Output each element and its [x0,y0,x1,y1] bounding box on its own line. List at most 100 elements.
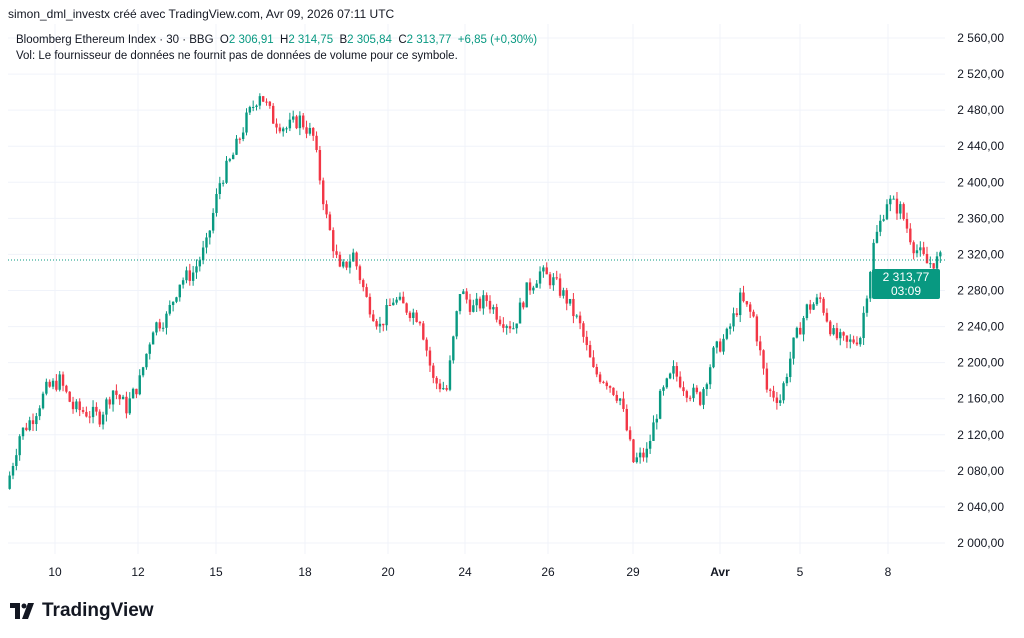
y-tick-label: 2 560,00 [957,31,1004,45]
candle-body [302,115,305,128]
candle-body [185,270,188,281]
candle-body [595,366,598,375]
candle-body [588,345,592,358]
candle-body [812,304,815,310]
candle-body [161,327,165,329]
candle-body [415,312,418,322]
candle-body [145,353,148,368]
candle-body [268,101,272,106]
close-label: C [398,34,407,46]
candle-body [869,272,872,299]
candle-body [255,105,258,107]
candle-body [815,297,819,305]
candle-body [915,250,919,254]
candle-body [91,406,95,418]
candle-body [492,307,495,310]
candle-body [575,315,578,317]
candle-body [568,298,572,304]
x-tick-label: 18 [298,565,312,579]
candle-body [795,327,799,338]
candle-body [121,396,125,400]
candle-body [528,282,532,291]
candle-body [742,292,745,302]
candle-body [622,398,625,409]
candle-body [235,138,238,155]
candle-body [602,381,605,383]
candle-body [75,401,78,410]
candle-body [638,452,642,458]
candle-body [565,290,568,304]
candle-body [555,277,558,279]
candle-body [332,230,335,252]
candle-body [312,127,315,136]
price-chart[interactable]: 2 560,00 2 520,00 2 480,00 2 440,00 2 400,00… [0,24,1024,594]
candle-body [135,388,138,395]
candle-body [485,295,488,301]
candle-body [505,326,508,328]
candle-body [201,247,205,261]
open-label: O [219,34,229,46]
candle-body [618,398,622,401]
candle-body [792,337,795,359]
candle-body [545,267,548,275]
candle-body [362,280,365,288]
candle-body [325,204,328,215]
candle-body [422,323,425,340]
candle-body [879,220,882,232]
candle-body [849,339,852,342]
y-tick-label: 2 520,00 [957,67,1004,81]
x-tick-label: 26 [541,565,555,579]
candle-body [472,305,475,312]
candle-body [508,326,512,329]
candle-body [475,298,478,306]
candle-body [105,399,108,415]
candle-body [298,115,302,129]
candle-body [265,101,268,103]
candle-body [452,336,455,361]
candle-body [408,312,412,318]
candle-body [725,328,729,339]
candle-body [178,284,181,298]
candle-body [372,314,375,322]
candle-body [382,323,385,326]
candle-body [572,298,575,317]
candle-body [241,132,245,139]
candle-body [542,267,545,272]
candle-body [71,401,75,410]
candle-body [278,127,282,132]
candle-body [158,322,161,329]
candle-body [488,300,492,310]
candle-body [919,247,922,251]
candle-body [752,311,755,317]
candle-body [445,388,448,390]
candle-body [718,341,722,352]
candle-body [175,297,178,302]
candle-body [81,410,85,412]
candle-body [352,252,355,262]
candle-body [612,387,615,395]
y-tick-label: 2 480,00 [957,103,1004,117]
y-tick-label: 2 240,00 [957,320,1004,334]
candle-body [355,252,358,267]
candle-body [862,312,865,339]
candle-body [368,296,372,315]
candle-body [715,341,719,348]
candle-body [682,387,685,392]
symbol-name: Bloomberg Ethereum Index · 30 · BBG [16,34,214,46]
candle-body [535,283,538,288]
x-tick-label: 8 [885,565,892,579]
candle-body [442,388,445,390]
candle-body [345,261,348,268]
candle-body [502,324,505,328]
candle-body [25,427,28,431]
candle-body [932,263,935,269]
candle-body [338,254,342,267]
candle-body [735,313,739,316]
volume-note: Vol: Le fournisseur de données ne fourni… [16,50,458,62]
ohlc-row: Bloomberg Ethereum Index · 30 · BBG O2 3… [16,32,537,48]
candle-body [432,365,435,378]
candle-body [515,323,518,329]
candle-body [448,360,452,390]
x-tick-label: 5 [797,565,804,579]
candle-body [809,304,812,310]
